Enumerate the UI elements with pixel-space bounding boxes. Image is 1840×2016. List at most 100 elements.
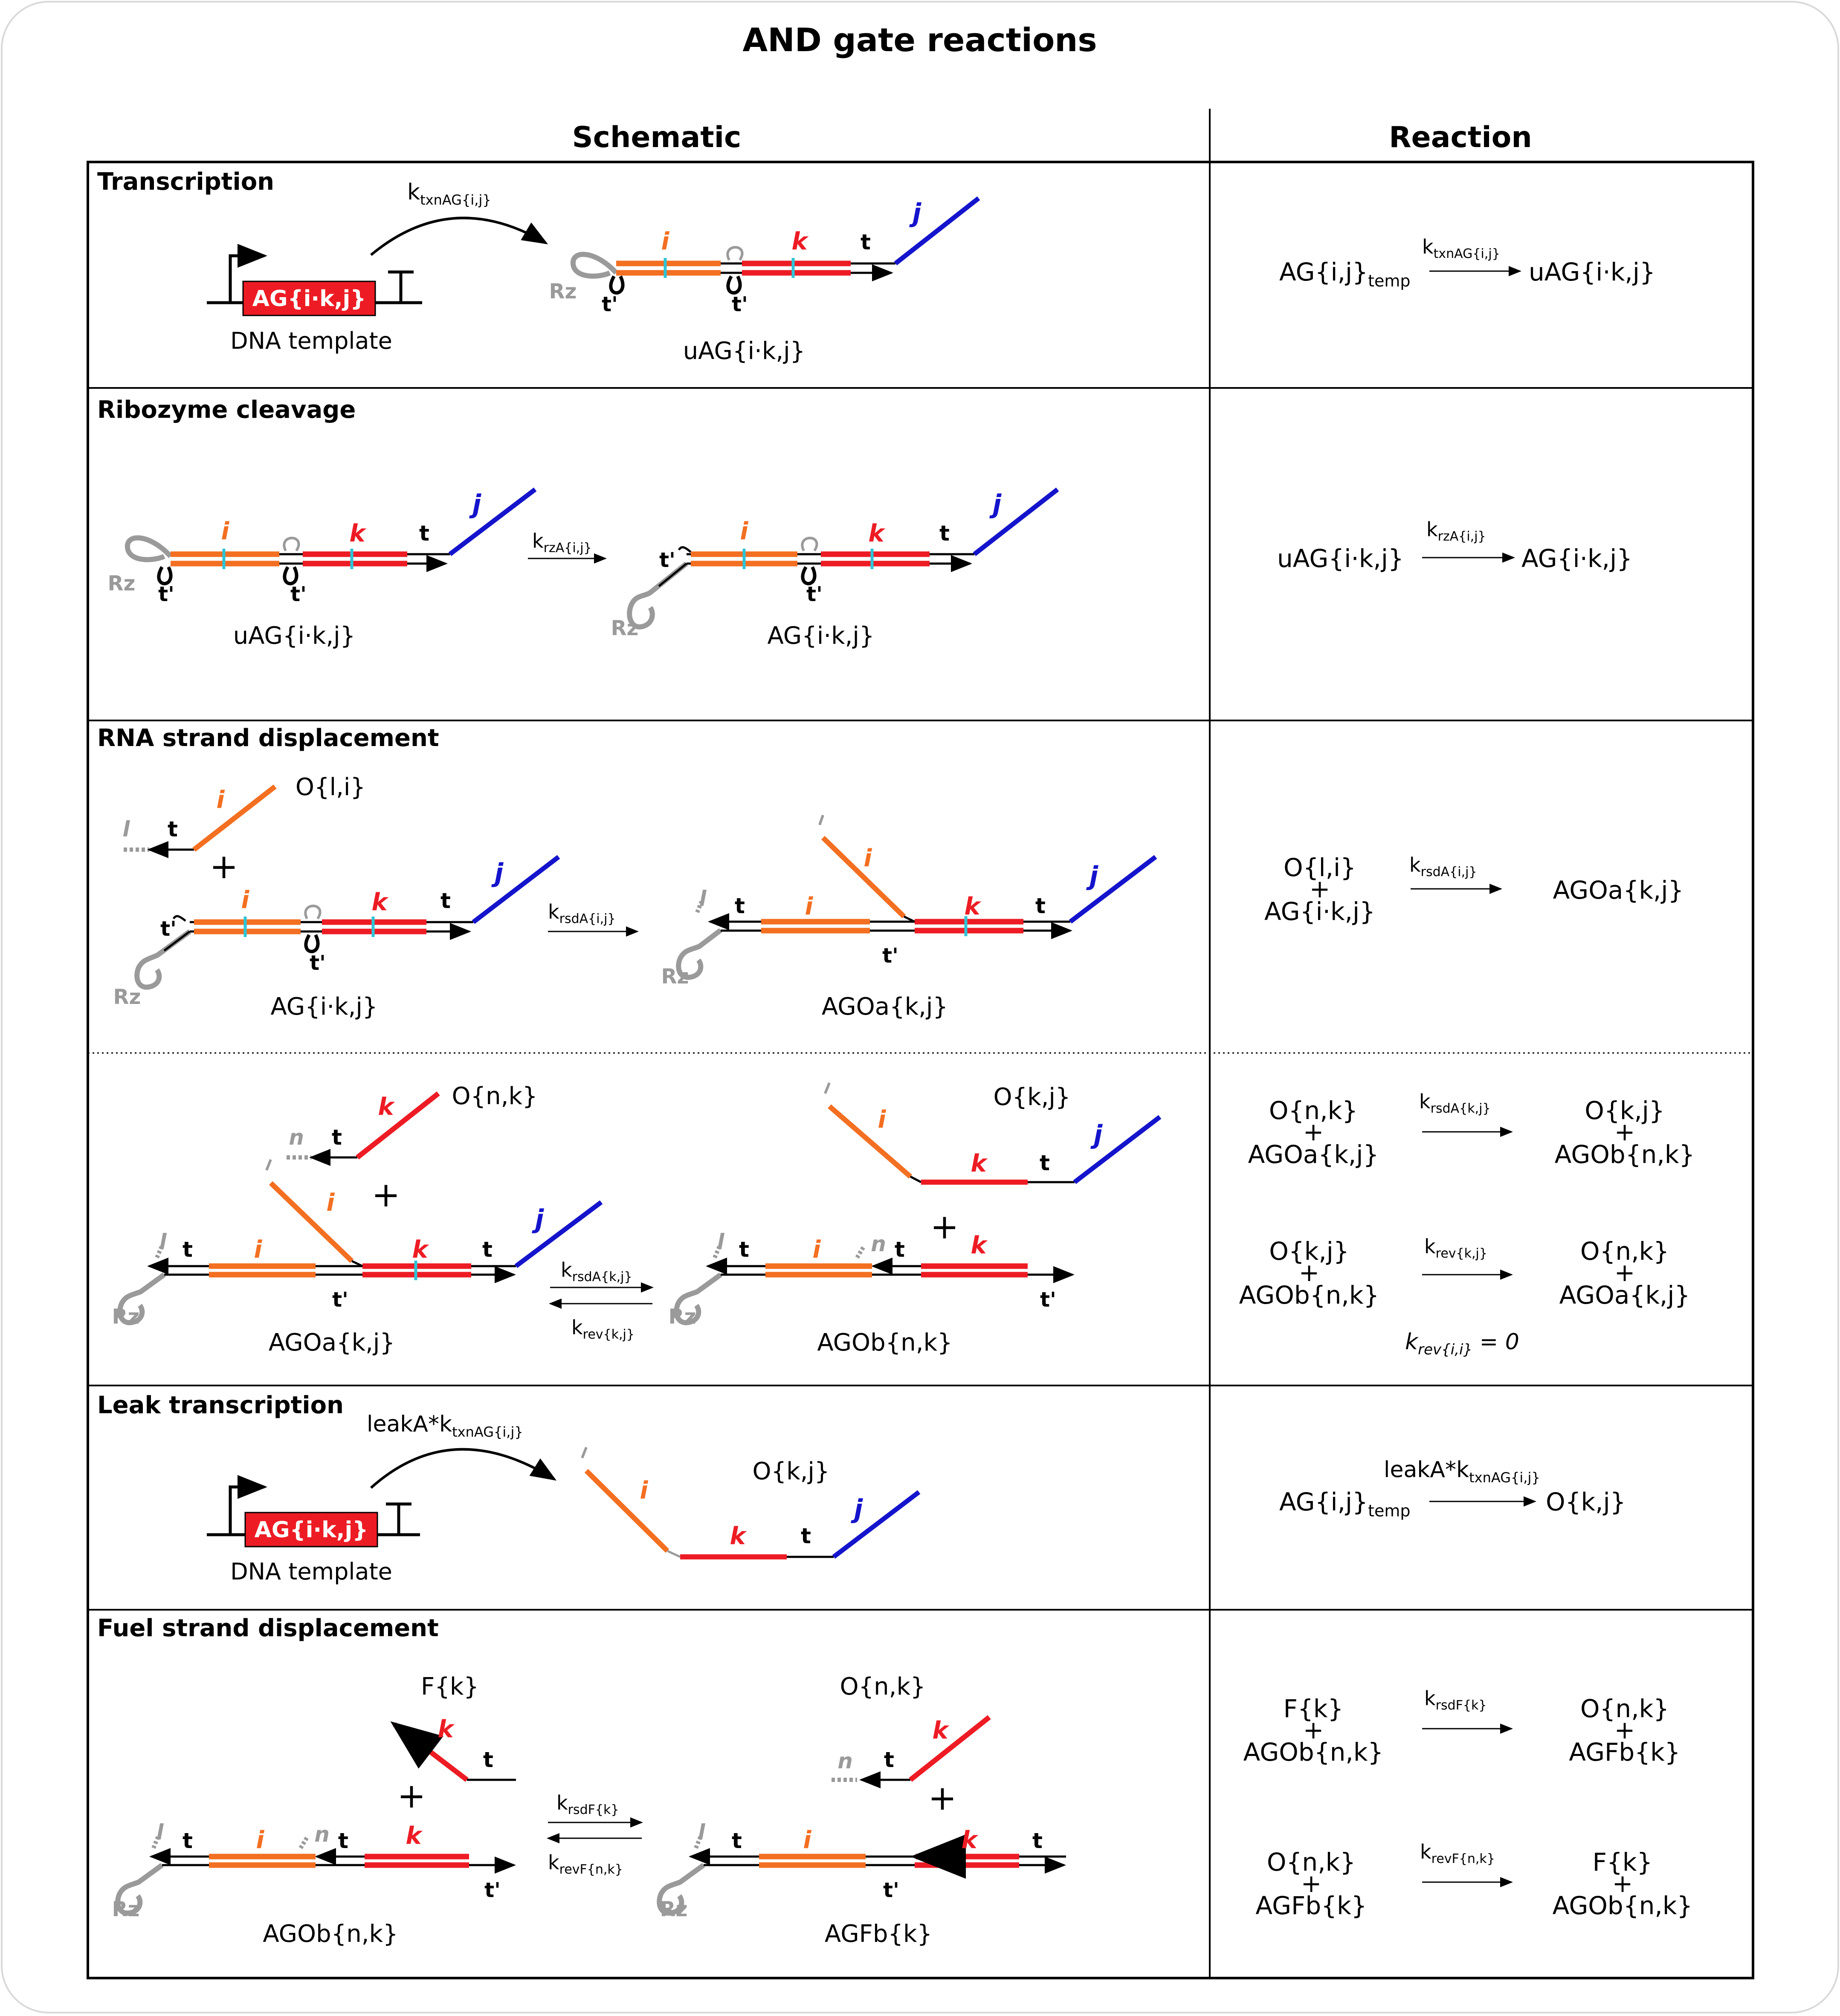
O-kj-label-leak: O{k,j} bbox=[752, 1458, 829, 1485]
uAG-label-2: uAG{i·k,j} bbox=[233, 622, 356, 650]
svg-text:ktxnAG{i,j}: ktxnAG{i,j} bbox=[407, 179, 491, 208]
figure-title: AND gate reactions bbox=[742, 21, 1097, 59]
svg-text:n: n bbox=[314, 1822, 330, 1847]
svg-text:krev{i,i} = 0: krev{i,i} = 0 bbox=[1405, 1329, 1519, 1358]
svg-text:k: k bbox=[932, 1717, 950, 1744]
AG-label-1: AG{i·k,j} bbox=[767, 622, 874, 650]
svg-text:j: j bbox=[851, 1494, 863, 1524]
svg-text:t: t bbox=[183, 1828, 193, 1853]
reaction-leak: leakA*ktxnAG{i,j} AG{i,j}temp O{k,j} bbox=[1279, 1457, 1626, 1520]
svg-text:AGOa{k,j}: AGOa{k,j} bbox=[1553, 876, 1684, 905]
svg-text:O{n,k}: O{n,k} bbox=[1269, 1096, 1358, 1125]
svg-text:j: j bbox=[491, 858, 504, 888]
O-kj-label-1: O{k,j} bbox=[993, 1083, 1070, 1111]
svg-text:l: l bbox=[699, 886, 707, 911]
svg-text:F{k}: F{k} bbox=[1284, 1694, 1344, 1723]
svg-text:Rz: Rz bbox=[549, 280, 577, 304]
svg-text:t': t' bbox=[883, 1878, 899, 1902]
svg-text:t': t' bbox=[882, 944, 898, 968]
svg-text:k: k bbox=[971, 1150, 988, 1177]
svg-text:t': t' bbox=[158, 582, 174, 606]
rate-rsdF-revF-schematic: krsdF{k} krevF{n,k} bbox=[547, 1791, 643, 1877]
svg-text:i: i bbox=[803, 1826, 811, 1854]
svg-text:leakA*ktxnAG{i,j}: leakA*ktxnAG{i,j} bbox=[1384, 1457, 1540, 1486]
svg-text:leakA*ktxnAG{i,j}: leakA*ktxnAG{i,j} bbox=[367, 1411, 523, 1440]
section-title-rsd: RNA strand displacement bbox=[97, 724, 439, 752]
svg-text:n: n bbox=[871, 1232, 886, 1256]
dna-template-gene-leak: AG{i·k,j} DNA template bbox=[207, 1475, 420, 1585]
transcription-arrow bbox=[370, 217, 548, 256]
rate-rsdA-ij-schematic: krsdA{i,j} bbox=[548, 900, 639, 937]
svg-text:k: k bbox=[791, 228, 809, 255]
svg-text:krsdF{k}: krsdF{k} bbox=[556, 1791, 619, 1817]
svg-text:Rz: Rz bbox=[113, 985, 141, 1009]
uAG-strand-ribozyme: i k t j Rz t' t' uAG{i·k,j} bbox=[108, 487, 537, 650]
reaction-transcription: AG{i,j}temp ktxnAG{i,j} uAG{i·k,j} bbox=[1279, 235, 1655, 290]
svg-text:j: j bbox=[989, 489, 1002, 519]
svg-text:t: t bbox=[183, 1237, 193, 1262]
svg-text:t: t bbox=[1040, 1151, 1050, 1175]
svg-text:krsdA{i,j}: krsdA{i,j} bbox=[1409, 853, 1477, 879]
plus-5: + bbox=[928, 1778, 956, 1818]
AGOa-label-1: AGOa{k,j} bbox=[822, 993, 948, 1021]
reaction-ribozyme: uAG{i·k,j} krzA{i,j} AG{i·k,j} bbox=[1277, 518, 1632, 573]
O-kj-strand-1: i k t j O{k,j} bbox=[824, 1082, 1162, 1185]
svg-text:j: j bbox=[469, 489, 482, 519]
svg-text:i: i bbox=[241, 886, 249, 914]
dna-template-label-leak: DNA template bbox=[230, 1558, 392, 1585]
svg-text:krsdA{k,j}: krsdA{k,j} bbox=[561, 1258, 632, 1284]
svg-text:i: i bbox=[863, 845, 872, 872]
svg-text:AGFb{k}: AGFb{k} bbox=[1255, 1891, 1367, 1920]
svg-text:+: + bbox=[1303, 1117, 1324, 1146]
svg-text:+: + bbox=[1301, 1869, 1322, 1898]
svg-text:t': t' bbox=[332, 1288, 348, 1312]
svg-text:t': t' bbox=[484, 1878, 501, 1902]
svg-text:i: i bbox=[221, 518, 229, 545]
AGOa-label-2: AGOa{k,j} bbox=[269, 1329, 395, 1357]
svg-text:+: + bbox=[1612, 1869, 1633, 1898]
svg-text:t': t' bbox=[602, 292, 618, 316]
svg-text:AG{i,j}temp: AG{i,j}temp bbox=[1279, 257, 1411, 290]
AGOb-label-1: AGOb{n,k} bbox=[817, 1329, 952, 1357]
section-title-fuel: Fuel strand displacement bbox=[97, 1614, 439, 1642]
svg-text:t': t' bbox=[1040, 1288, 1056, 1312]
svg-text:t: t bbox=[861, 230, 871, 255]
section-title-leak: Leak transcription bbox=[97, 1391, 344, 1419]
svg-text:j: j bbox=[909, 198, 922, 228]
reaction-header: Reaction bbox=[1389, 121, 1532, 154]
O-nk-strand-1: n t k O{n,k} bbox=[287, 1082, 538, 1166]
svg-text:k: k bbox=[412, 1236, 429, 1264]
AG-strand-ribozyme: i k t j t' t' Rz AG{i·k,j} bbox=[611, 487, 1059, 650]
svg-text:l: l bbox=[717, 1229, 724, 1254]
svg-text:t: t bbox=[732, 1828, 742, 1853]
dna-template-label: DNA template bbox=[230, 327, 392, 354]
O-nk-label-1: O{n,k} bbox=[452, 1082, 537, 1110]
svg-text:i: i bbox=[805, 893, 813, 920]
svg-text:t: t bbox=[939, 521, 950, 546]
svg-text:t: t bbox=[884, 1747, 894, 1772]
svg-text:t': t' bbox=[310, 951, 326, 975]
F-k-label: F{k} bbox=[421, 1673, 479, 1701]
svg-text:F{k}: F{k} bbox=[1593, 1848, 1653, 1877]
svg-text:t': t' bbox=[160, 917, 177, 941]
reaction-rsd-kj: O{n,k} + AGOa{k,j} krsdA{k,j} O{k,j} + A… bbox=[1248, 1090, 1695, 1169]
svg-text:i: i bbox=[254, 1236, 262, 1264]
svg-text:i: i bbox=[326, 1189, 335, 1217]
reaction-fuel-forward: F{k} + AGOb{n,k} krsdF{k} O{n,k} + AGFb{… bbox=[1243, 1687, 1681, 1767]
uAG-strand-transcription: i k t j Rz t' t' uAG{i·k,j} bbox=[549, 196, 980, 365]
svg-text:uAG{i·k,j}: uAG{i·k,j} bbox=[1529, 257, 1655, 286]
svg-text:k: k bbox=[371, 888, 389, 916]
rate-txn: ktxnAG{i,j} bbox=[407, 179, 491, 208]
reaction-rsd-a: O{l,i} + AG{i·k,j} krsdA{i,j} AGOa{k,j} bbox=[1264, 853, 1684, 926]
svg-text:t: t bbox=[440, 888, 451, 913]
svg-text:AGOb{n,k}: AGOb{n,k} bbox=[1239, 1281, 1379, 1310]
svg-text:t': t' bbox=[659, 548, 675, 572]
plus-1: + bbox=[209, 847, 238, 886]
svg-text:AGOa{k,j}: AGOa{k,j} bbox=[1559, 1281, 1690, 1310]
svg-text:Rz: Rz bbox=[611, 616, 639, 640]
rate-rsdA-kj-rev-schematic: krsdA{k,j} krev{k,j} bbox=[549, 1258, 654, 1342]
AGFb-label-1: AGFb{k} bbox=[825, 1920, 932, 1948]
O-nk-label-2: O{n,k} bbox=[840, 1673, 925, 1701]
svg-text:+: + bbox=[1614, 1258, 1635, 1287]
